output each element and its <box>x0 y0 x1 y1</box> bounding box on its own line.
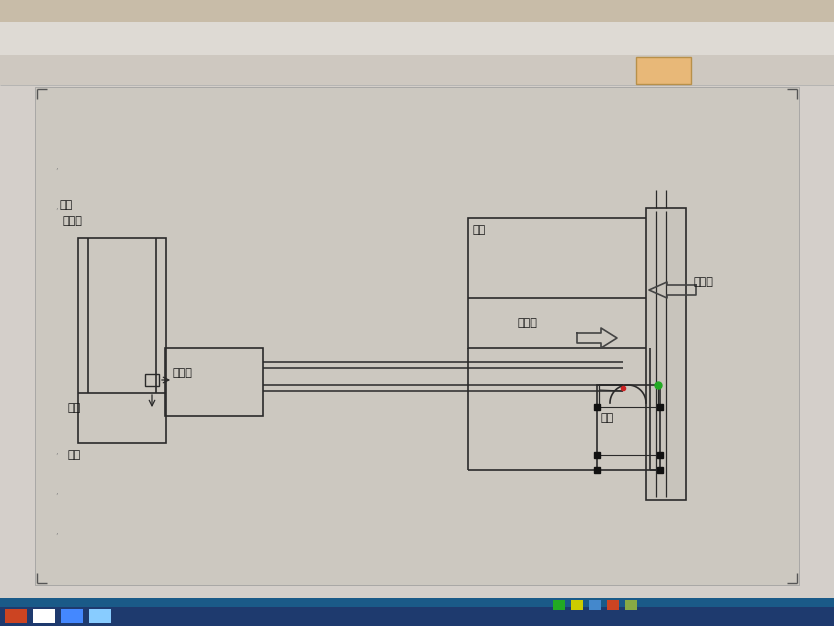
Bar <box>0 55 834 85</box>
Bar <box>0 0 834 22</box>
Bar <box>0 0 834 55</box>
Bar <box>0 598 834 614</box>
Bar <box>597 385 660 470</box>
Bar <box>468 218 650 348</box>
Bar <box>35 87 799 585</box>
Text: 鱼缸: 鱼缸 <box>473 225 486 235</box>
Bar <box>33 609 55 623</box>
Bar <box>89 609 111 623</box>
Bar <box>625 600 637 610</box>
Text: 阳台: 阳台 <box>60 200 73 210</box>
Text: 进水管: 进水管 <box>694 277 714 287</box>
Text: 开关: 开关 <box>68 403 81 413</box>
Bar <box>607 600 619 610</box>
Text: 水龙头: 水龙头 <box>63 216 83 226</box>
Bar <box>5 609 27 623</box>
Bar <box>589 600 601 610</box>
Text: 滤筒: 滤筒 <box>601 413 615 423</box>
Text: 冷水机: 冷水机 <box>173 368 193 378</box>
Bar <box>0 22 834 55</box>
Bar <box>165 348 263 416</box>
Bar <box>145 374 159 386</box>
Bar <box>571 600 583 610</box>
Text: ’: ’ <box>55 453 58 462</box>
Text: ’: ’ <box>55 493 58 502</box>
Text: 排水: 排水 <box>68 450 81 460</box>
Bar <box>0 607 834 626</box>
Text: ’: ’ <box>55 533 58 542</box>
Bar <box>646 208 686 500</box>
Bar <box>78 238 166 443</box>
Bar <box>61 609 83 623</box>
Text: ’: ’ <box>55 208 58 217</box>
Bar <box>636 57 691 84</box>
Text: 出水管: 出水管 <box>518 318 538 328</box>
Bar <box>553 600 565 610</box>
Text: ’: ’ <box>55 168 58 177</box>
